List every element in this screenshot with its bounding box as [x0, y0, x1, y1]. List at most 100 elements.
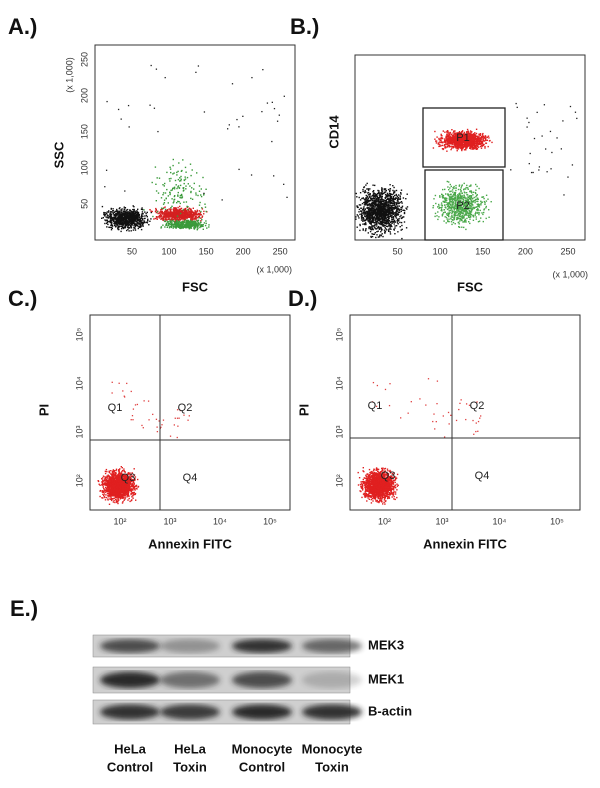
event-dot — [361, 218, 362, 219]
event-dot — [394, 207, 395, 208]
event-dot — [470, 138, 471, 139]
event-dot — [396, 194, 397, 195]
event-dot — [447, 144, 448, 145]
event-dot — [131, 211, 132, 212]
event-dot — [448, 219, 449, 220]
event-dot — [111, 229, 112, 230]
event-dot — [199, 227, 200, 228]
event-dot — [164, 226, 165, 227]
event-dot — [469, 148, 470, 149]
event-dot — [163, 204, 164, 205]
event-dot — [163, 208, 164, 209]
event-dot — [185, 172, 186, 173]
event-dot — [236, 119, 237, 120]
event-dot — [472, 136, 473, 137]
event-dot — [370, 224, 371, 225]
event-dot — [135, 216, 136, 217]
event-dot — [390, 225, 391, 226]
event-dot — [137, 209, 138, 210]
event-dot — [160, 216, 161, 217]
event-dot — [133, 212, 134, 213]
event-dot — [455, 223, 456, 224]
event-dot — [102, 206, 103, 207]
event-dot — [484, 146, 485, 147]
event-dot — [163, 192, 164, 193]
event-dot — [115, 213, 116, 214]
event-dot — [111, 208, 112, 209]
event-dot — [381, 192, 382, 193]
event-dot — [185, 178, 186, 179]
event-dot — [201, 207, 202, 208]
event-dot — [370, 236, 371, 237]
event-dot — [397, 201, 398, 202]
event-dot — [171, 206, 172, 207]
event-dot — [400, 207, 401, 208]
event-dot — [127, 229, 128, 230]
event-dot — [397, 199, 398, 200]
event-dot — [379, 204, 380, 205]
event-dot — [149, 209, 150, 210]
event-dot — [366, 203, 367, 204]
event-dot — [199, 202, 200, 203]
x-axis-label: FSC — [182, 279, 209, 294]
event-dot — [169, 167, 170, 168]
event-dot — [380, 208, 381, 209]
event-dot — [222, 199, 223, 200]
event-dot — [465, 221, 466, 222]
event-dot — [174, 218, 175, 219]
event-dot — [480, 133, 481, 134]
event-dot — [188, 221, 189, 222]
event-dot — [174, 215, 175, 216]
event-dot — [101, 218, 102, 219]
event-dot — [157, 211, 158, 212]
event-dot — [174, 209, 175, 210]
event-dot — [199, 210, 200, 211]
event-dot — [196, 211, 197, 212]
event-dot — [195, 194, 196, 195]
event-dot — [118, 216, 119, 217]
event-dot — [382, 200, 383, 201]
event-dot — [369, 226, 370, 227]
event-dot — [163, 212, 164, 213]
event-dot — [135, 225, 136, 226]
event-dot — [178, 210, 179, 211]
event-dot — [374, 198, 375, 199]
event-dot — [144, 222, 145, 223]
event-dot — [364, 204, 365, 205]
event-dot — [204, 204, 205, 205]
event-dot — [176, 215, 177, 216]
event-dot — [113, 219, 114, 220]
event-dot — [478, 135, 479, 136]
event-dot — [199, 223, 200, 224]
event-dot — [372, 236, 373, 237]
event-dot — [382, 233, 383, 234]
event-dot — [109, 216, 110, 217]
event-dot — [180, 219, 181, 220]
event-dot — [190, 220, 191, 221]
event-dot — [132, 214, 133, 215]
event-dot — [387, 196, 388, 197]
event-dot — [462, 147, 463, 148]
event-dot — [478, 199, 479, 200]
event-dot — [360, 199, 361, 200]
event-dot — [475, 135, 476, 136]
event-dot — [136, 214, 137, 215]
event-dot — [104, 223, 105, 224]
event-dot — [444, 144, 445, 145]
event-dot — [176, 174, 177, 175]
event-dot — [401, 222, 402, 223]
event-dot — [441, 142, 442, 143]
event-dot — [120, 222, 121, 223]
event-dot — [108, 217, 109, 218]
event-dot — [190, 191, 191, 192]
event-dot — [197, 210, 198, 211]
event-dot — [111, 223, 112, 224]
event-dot — [362, 203, 363, 204]
event-dot — [152, 211, 153, 212]
event-dot — [171, 225, 172, 226]
event-dot — [138, 226, 139, 227]
event-dot — [435, 203, 436, 204]
event-dot — [177, 171, 178, 172]
event-dot — [203, 229, 204, 230]
event-dot — [388, 231, 389, 232]
